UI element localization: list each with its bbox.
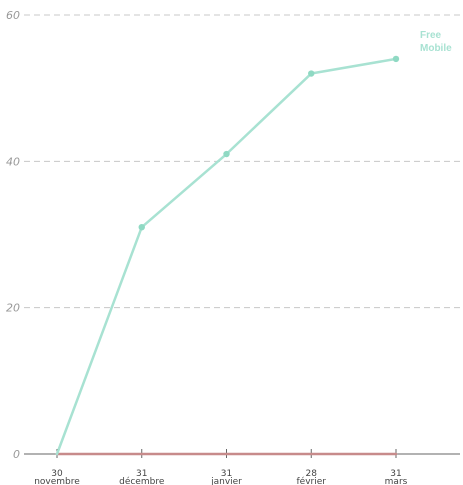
y-tick-label: 60	[6, 9, 20, 22]
y-tick-label: 40	[6, 155, 20, 168]
x-tick-label-day: 31	[136, 469, 147, 479]
data-point	[392, 55, 400, 63]
series-lines	[55, 55, 400, 456]
grid-lines	[24, 14, 460, 309]
data-point	[308, 70, 315, 77]
y-tick-label: 0	[13, 448, 20, 461]
x-tick-label-day: 28	[306, 469, 318, 479]
x-tick-label-month: mars	[385, 477, 408, 485]
x-tick-label-month: février	[297, 476, 327, 485]
data-point	[138, 223, 145, 231]
series-label: Mobile	[420, 43, 452, 54]
labels: 020406030novembre31décembre31janvier28fé…	[6, 9, 452, 485]
x-tick-label-day: 31	[221, 469, 232, 479]
x-tick-label-month: décembre	[119, 476, 165, 485]
x-tick-label-day: 30	[51, 469, 63, 479]
series-line-0	[55, 57, 398, 456]
x-tick-label-month: janvier	[210, 477, 242, 485]
y-tick-label: 20	[6, 302, 20, 315]
x-tick-label-month: novembre	[34, 477, 80, 485]
series-label: Free	[420, 30, 442, 41]
x-tick-label-day: 31	[390, 469, 401, 479]
data-point	[223, 150, 230, 158]
